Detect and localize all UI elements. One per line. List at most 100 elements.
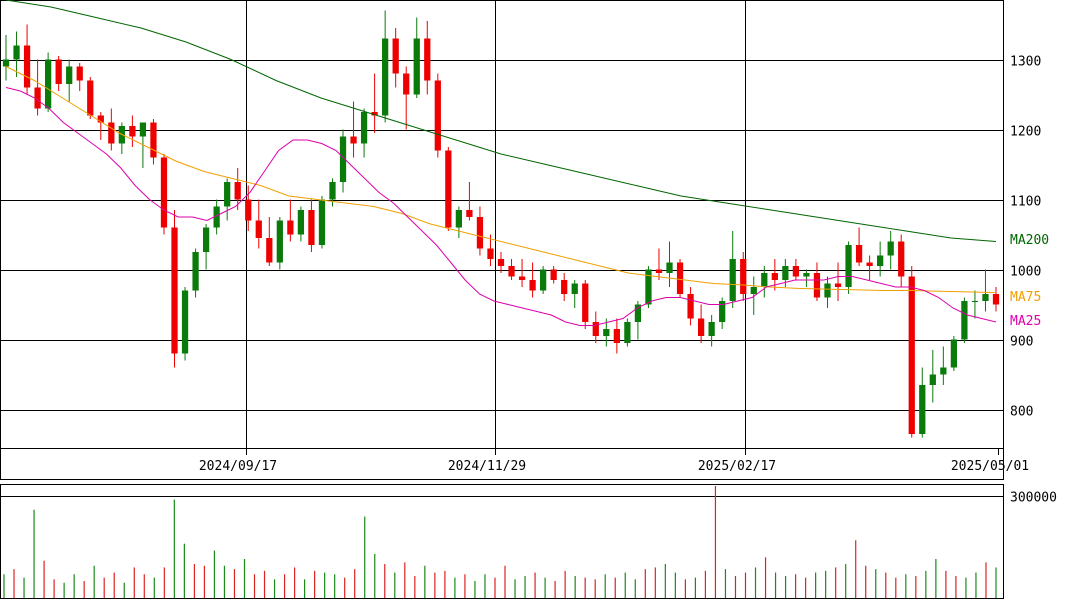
candle-body xyxy=(2,59,10,67)
candle-body xyxy=(676,262,684,294)
candle xyxy=(213,199,220,235)
candle xyxy=(181,287,189,361)
candle xyxy=(13,31,20,77)
candle-body xyxy=(392,38,399,74)
candle-body xyxy=(697,318,705,336)
candle-body xyxy=(877,255,884,266)
candle xyxy=(34,59,41,116)
candle xyxy=(403,66,410,130)
candle xyxy=(624,318,631,347)
candle xyxy=(445,147,452,231)
ma200-line xyxy=(5,0,997,242)
candle xyxy=(434,73,441,158)
candle xyxy=(382,10,389,123)
candle-body xyxy=(613,329,620,343)
volume-panel: 300000 xyxy=(0,484,1057,599)
candle-body xyxy=(971,301,979,302)
candle xyxy=(476,206,484,256)
candle xyxy=(877,241,884,277)
candle xyxy=(992,287,1000,312)
candle xyxy=(2,35,10,81)
candle-body xyxy=(518,276,526,280)
candle-body xyxy=(982,294,989,301)
candle-body xyxy=(139,122,147,137)
x-tick-label: 2024/09/17 xyxy=(199,459,277,474)
candle xyxy=(202,224,210,270)
candle xyxy=(118,122,125,154)
candle xyxy=(287,199,294,242)
candle xyxy=(824,276,831,308)
candle xyxy=(487,234,494,266)
candle xyxy=(697,304,705,343)
candle xyxy=(792,259,800,280)
y-tick-label: 900 xyxy=(1010,335,1033,350)
candle xyxy=(23,24,31,95)
candle-body xyxy=(571,283,578,294)
candle-body xyxy=(55,59,62,84)
candle xyxy=(813,262,821,301)
candle-body xyxy=(929,374,936,385)
candle-body xyxy=(245,199,252,221)
candle-body xyxy=(403,73,410,95)
candle xyxy=(318,196,326,249)
candle-body xyxy=(940,367,947,375)
candle xyxy=(550,266,557,284)
volume-frame xyxy=(0,484,1004,599)
date-axis-band: 2024/09/17 2024/11/29 2025/02/17 2025/05/01 xyxy=(0,448,1029,480)
candle-body xyxy=(655,269,663,273)
candle xyxy=(224,178,231,221)
candle-body xyxy=(308,210,315,245)
candle xyxy=(687,287,694,326)
candle-body xyxy=(171,227,178,354)
candle-body xyxy=(634,304,642,322)
price-frame xyxy=(0,0,1004,449)
candle-body xyxy=(202,227,210,252)
candle-body xyxy=(339,136,347,182)
candle-body xyxy=(529,280,536,291)
candle-body xyxy=(34,87,41,109)
ma75-line xyxy=(5,66,997,294)
candle xyxy=(613,318,620,354)
candle-body xyxy=(466,210,473,217)
candle-body xyxy=(771,273,778,280)
y-tick-label: 1300 xyxy=(1010,55,1041,70)
candle-body xyxy=(487,248,494,259)
candle-body xyxy=(382,38,389,116)
candle-body xyxy=(434,80,441,151)
candle-body xyxy=(287,220,294,235)
candle xyxy=(719,297,726,329)
ma25-label: MA25 xyxy=(1010,314,1041,329)
candle-body xyxy=(276,220,283,263)
candle xyxy=(360,108,368,158)
candle xyxy=(866,255,873,280)
y-tick-label: 1200 xyxy=(1010,125,1041,140)
candle-body xyxy=(592,322,599,336)
candle-body xyxy=(413,38,420,95)
candle-body xyxy=(129,126,136,137)
ma25-line xyxy=(5,87,997,326)
candle xyxy=(297,206,305,242)
candle-body xyxy=(961,301,968,340)
candle xyxy=(940,346,947,385)
candle-body xyxy=(150,122,157,158)
candle-body xyxy=(318,199,326,245)
candle-body xyxy=(824,283,831,298)
candle-body xyxy=(561,280,568,294)
candle xyxy=(171,210,178,368)
candle xyxy=(508,259,515,280)
x-tick-label: 2024/11/29 xyxy=(448,459,526,474)
candle-body xyxy=(371,112,378,116)
candle xyxy=(929,350,936,403)
candle-body xyxy=(476,217,484,249)
candle-body xyxy=(508,266,515,277)
candle xyxy=(308,199,315,252)
candle-body xyxy=(13,45,20,60)
candle-body xyxy=(813,273,821,298)
candle-body xyxy=(750,287,757,294)
candle-body xyxy=(360,112,368,144)
candle-body xyxy=(234,182,241,200)
candle xyxy=(55,56,62,91)
x-tick-label: 2025/02/17 xyxy=(698,459,776,474)
candle xyxy=(603,318,610,347)
candle-body xyxy=(582,283,589,322)
